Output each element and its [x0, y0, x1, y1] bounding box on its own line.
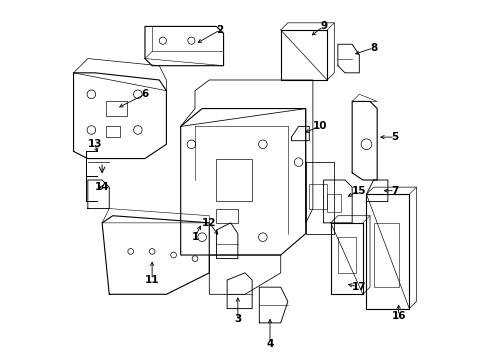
Text: 3: 3 — [234, 314, 242, 324]
Bar — [106, 102, 127, 116]
Text: 15: 15 — [352, 186, 367, 196]
Text: 17: 17 — [352, 282, 367, 292]
Text: 13: 13 — [88, 139, 102, 149]
Text: 12: 12 — [202, 218, 217, 228]
Bar — [106, 126, 120, 137]
Text: 8: 8 — [370, 43, 377, 53]
Text: 6: 6 — [141, 89, 148, 99]
Text: 5: 5 — [392, 132, 399, 142]
Bar — [309, 184, 327, 208]
Bar — [217, 158, 252, 202]
Text: 10: 10 — [313, 121, 327, 131]
Bar — [338, 237, 356, 273]
Bar — [217, 208, 238, 223]
Bar — [373, 223, 398, 287]
Bar — [327, 194, 342, 212]
Text: 16: 16 — [392, 311, 406, 321]
Text: 7: 7 — [392, 186, 399, 196]
Text: 14: 14 — [95, 182, 109, 192]
Text: 9: 9 — [320, 21, 327, 31]
Text: 2: 2 — [217, 25, 223, 35]
Text: 11: 11 — [145, 275, 159, 285]
Text: 4: 4 — [267, 339, 274, 349]
Text: 1: 1 — [192, 232, 198, 242]
